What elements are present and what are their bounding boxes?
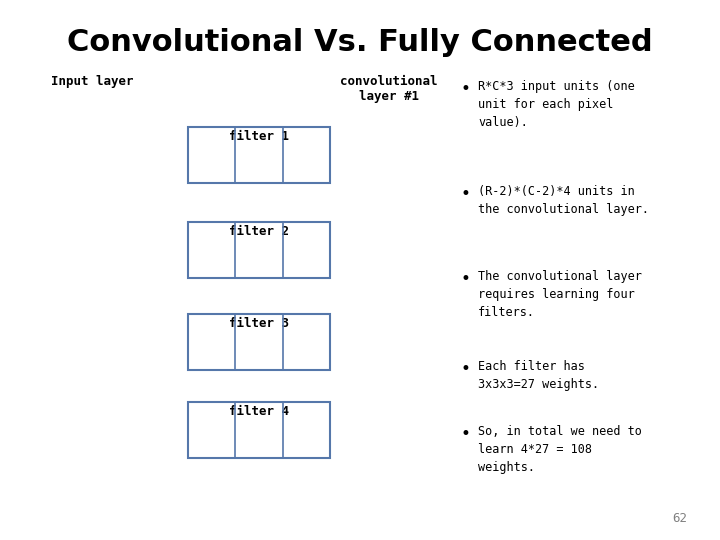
Text: •: • bbox=[461, 425, 471, 443]
Text: filter 3: filter 3 bbox=[229, 317, 289, 330]
Text: The convolutional layer
requires learning four
filters.: The convolutional layer requires learnin… bbox=[478, 270, 642, 319]
Text: filter 1: filter 1 bbox=[229, 130, 289, 143]
Text: •: • bbox=[461, 270, 471, 288]
Text: 62: 62 bbox=[672, 512, 687, 525]
Text: R*C*3 input units (one
unit for each pixel
value).: R*C*3 input units (one unit for each pix… bbox=[478, 80, 635, 129]
Text: convolutional
layer #1: convolutional layer #1 bbox=[340, 75, 438, 103]
Text: filter 2: filter 2 bbox=[229, 225, 289, 238]
Bar bbox=[188, 402, 330, 458]
Text: Each filter has
3x3x3=27 weights.: Each filter has 3x3x3=27 weights. bbox=[478, 360, 600, 391]
Text: Input layer: Input layer bbox=[51, 75, 134, 88]
Text: So, in total we need to
learn 4*27 = 108
weights.: So, in total we need to learn 4*27 = 108… bbox=[478, 425, 642, 474]
Text: (R-2)*(C-2)*4 units in
the convolutional layer.: (R-2)*(C-2)*4 units in the convolutional… bbox=[478, 185, 649, 216]
Bar bbox=[188, 314, 330, 370]
Text: filter 4: filter 4 bbox=[229, 405, 289, 418]
Text: Convolutional Vs. Fully Connected: Convolutional Vs. Fully Connected bbox=[67, 28, 653, 57]
Bar bbox=[188, 222, 330, 278]
Bar bbox=[188, 127, 330, 183]
Text: •: • bbox=[461, 80, 471, 98]
Text: •: • bbox=[461, 185, 471, 203]
Text: •: • bbox=[461, 360, 471, 378]
